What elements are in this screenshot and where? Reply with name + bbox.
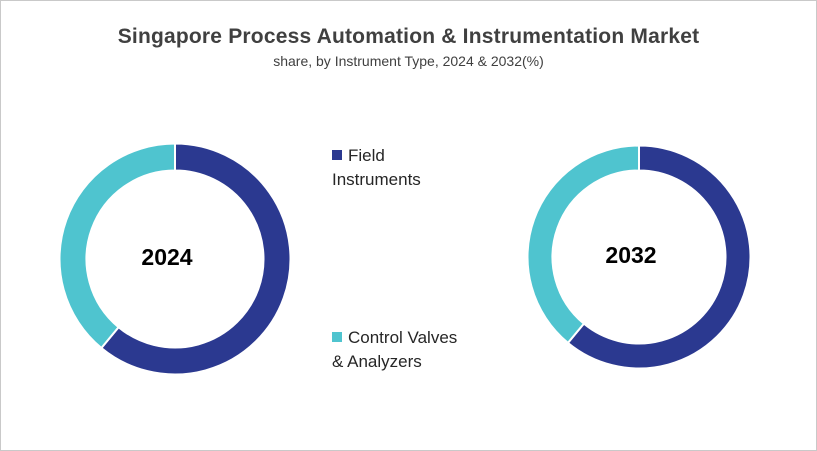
legend-label-line2: & Analyzers xyxy=(332,352,422,371)
legend-swatch-field-instruments xyxy=(332,150,342,160)
donut-2024-slice-0 xyxy=(99,142,292,376)
legend-item-field-instruments: Field Instruments xyxy=(332,144,421,192)
donut-2032-slice-1 xyxy=(526,144,640,345)
donut-center-label-2032: 2032 xyxy=(605,242,656,268)
donut-2032-slice-0 xyxy=(566,144,752,370)
donut-center-label-2024: 2024 xyxy=(141,244,192,270)
donut-2024-slice-1 xyxy=(58,142,176,350)
legend-label-line1: Control Valves xyxy=(348,328,458,347)
legend-label-line2: Instruments xyxy=(332,170,421,189)
legend-label-line1: Field xyxy=(348,146,385,165)
legend-item-control-valves: Control Valves & Analyzers xyxy=(332,326,457,374)
chart-subtitle: share, by Instrument Type, 2024 & 2032(%… xyxy=(273,53,544,69)
legend-swatch-control-valves xyxy=(332,332,342,342)
chart-title: Singapore Process Automation & Instrumen… xyxy=(117,25,700,48)
